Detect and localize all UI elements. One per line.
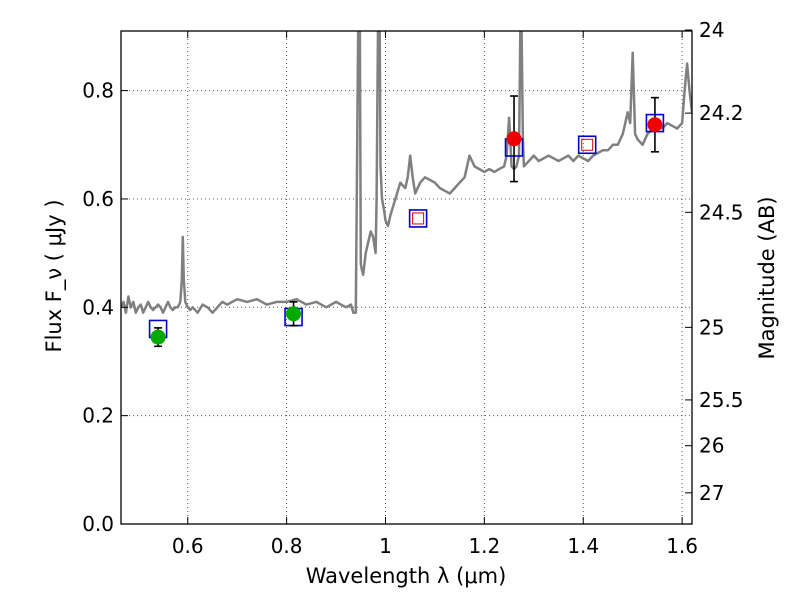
x-tick-label: 1 [379,534,392,558]
y-tick-label: 0.8 [82,79,114,103]
y-axis-right-label: Magnitude (AB) [755,196,779,359]
model-box-marker [408,209,428,228]
y-axis-label: Flux F_ν ( μJy ) [42,199,67,352]
y-tick-label: 0.4 [82,295,114,319]
x-tick-label: 1.4 [567,534,599,558]
right-tick-label: 25 [699,315,724,339]
right-tick-label: 24.5 [699,200,744,224]
spectrum-series [121,31,692,314]
x-axis-label: Wavelength λ (μm) [306,564,507,588]
model-box-inner-marker [581,138,594,151]
x-tick-label: 1.2 [468,534,500,558]
observed-point [506,131,522,147]
observed-point [150,329,166,345]
right-tick-label: 24.2 [699,101,744,125]
model-box-marker [577,135,597,155]
y-tick-label: 0.2 [82,404,114,428]
y-tick-label: 0.6 [82,187,114,211]
x-tick-label: 0.6 [172,534,204,558]
right-tick-label: 25.5 [699,388,744,412]
spectrum-line [121,31,692,314]
grid-lines [121,31,692,525]
right-tick-label: 27 [699,481,724,505]
plot-frame [120,30,693,525]
x-tick-label: 0.8 [271,534,303,558]
axis-ticks: 0.6 0.8 1 1.2 1.4 1.6 0.0 0.2 0.4 0.6 0.8 24 24.2 24.… [82,18,743,558]
observed-point [286,306,302,322]
observed-point [647,117,663,133]
model-box-inner-marker [412,212,425,225]
observed-point-series [150,95,663,348]
x-tick-label: 1.6 [666,534,698,558]
right-tick-label: 26 [699,434,724,458]
right-tick-label: 24 [699,18,724,42]
y-tick-label: 0.0 [82,512,114,536]
